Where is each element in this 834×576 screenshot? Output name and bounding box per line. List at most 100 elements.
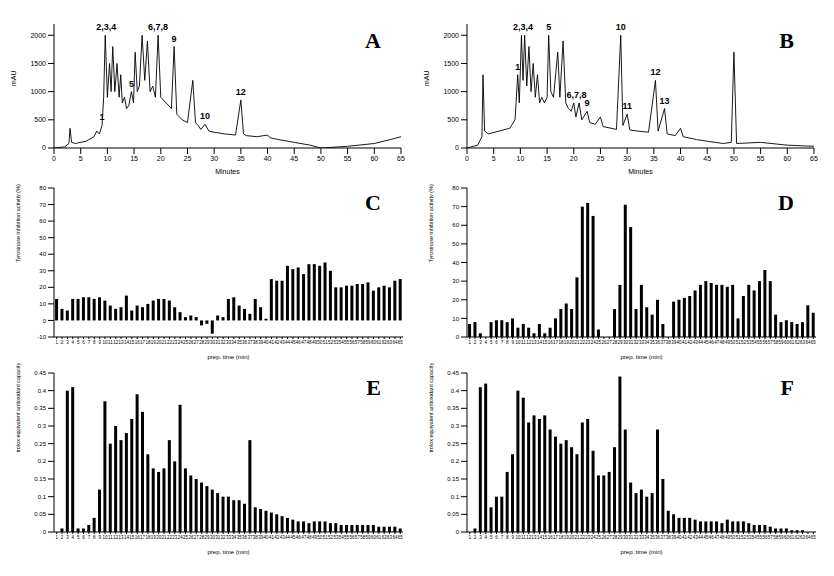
svg-text:mAU: mAU xyxy=(423,70,430,86)
svg-text:65: 65 xyxy=(811,340,817,345)
svg-text:5: 5 xyxy=(77,340,80,345)
svg-text:2000: 2000 xyxy=(443,32,459,39)
svg-text:2: 2 xyxy=(61,340,64,345)
svg-text:0.15: 0.15 xyxy=(447,476,459,482)
svg-text:50: 50 xyxy=(39,235,46,241)
svg-text:60: 60 xyxy=(783,155,791,162)
svg-text:30: 30 xyxy=(210,155,218,162)
svg-text:80: 80 xyxy=(452,185,459,191)
svg-text:0.35: 0.35 xyxy=(34,405,46,411)
svg-text:0.3: 0.3 xyxy=(38,423,47,429)
svg-text:8: 8 xyxy=(506,340,509,345)
svg-text:Tyrosinase inhibition activity: Tyrosinase inhibition activity (%) xyxy=(15,184,21,262)
svg-text:4: 4 xyxy=(485,340,488,345)
svg-text:3: 3 xyxy=(66,535,69,540)
svg-text:9: 9 xyxy=(98,340,101,345)
svg-text:30: 30 xyxy=(623,155,631,162)
svg-text:3: 3 xyxy=(479,340,482,345)
svg-text:0: 0 xyxy=(42,144,46,151)
svg-text:3: 3 xyxy=(479,535,482,540)
svg-text:6: 6 xyxy=(495,340,498,345)
svg-text:0.4: 0.4 xyxy=(38,388,47,394)
svg-text:0: 0 xyxy=(43,318,47,324)
svg-text:45: 45 xyxy=(703,155,711,162)
svg-text:70: 70 xyxy=(39,202,46,208)
svg-text:0: 0 xyxy=(456,334,460,340)
svg-text:0.2: 0.2 xyxy=(451,458,460,464)
svg-text:8: 8 xyxy=(506,535,509,540)
svg-text:50: 50 xyxy=(317,155,325,162)
svg-text:6: 6 xyxy=(82,340,85,345)
svg-text:2,3,4: 2,3,4 xyxy=(513,22,533,32)
svg-text:80: 80 xyxy=(39,185,46,191)
svg-text:0.45: 0.45 xyxy=(34,370,46,376)
svg-text:9: 9 xyxy=(172,34,177,44)
svg-text:2000: 2000 xyxy=(30,32,46,39)
svg-text:60: 60 xyxy=(452,222,459,228)
svg-text:prep. time (min): prep. time (min) xyxy=(207,549,249,555)
svg-text:4: 4 xyxy=(72,535,75,540)
svg-text:7: 7 xyxy=(88,535,91,540)
svg-text:25: 25 xyxy=(184,155,192,162)
svg-text:5: 5 xyxy=(129,79,134,89)
svg-text:Tyrosinase inhibition activity: Tyrosinase inhibition activity (%) xyxy=(428,184,434,262)
svg-text:12: 12 xyxy=(650,67,660,77)
svg-text:4: 4 xyxy=(485,535,488,540)
svg-text:10: 10 xyxy=(200,111,210,121)
svg-text:20: 20 xyxy=(39,284,46,290)
svg-text:11: 11 xyxy=(622,101,632,111)
svg-text:1500: 1500 xyxy=(30,60,46,67)
svg-text:55: 55 xyxy=(757,155,765,162)
svg-text:50: 50 xyxy=(452,241,459,247)
svg-text:10: 10 xyxy=(103,155,111,162)
svg-text:35: 35 xyxy=(650,155,658,162)
svg-text:12: 12 xyxy=(236,87,246,97)
svg-text:0.3: 0.3 xyxy=(451,423,460,429)
svg-text:10: 10 xyxy=(516,155,524,162)
svg-text:1: 1 xyxy=(55,535,58,540)
svg-text:prep. time (min): prep. time (min) xyxy=(620,549,662,555)
svg-text:-10: -10 xyxy=(37,334,46,340)
svg-text:40: 40 xyxy=(39,251,46,257)
svg-text:0: 0 xyxy=(465,155,469,162)
svg-text:65: 65 xyxy=(811,535,817,540)
svg-text:1: 1 xyxy=(468,535,471,540)
svg-text:65: 65 xyxy=(398,340,404,345)
svg-text:65: 65 xyxy=(397,155,405,162)
svg-text:0.2: 0.2 xyxy=(38,458,47,464)
svg-text:0.25: 0.25 xyxy=(34,441,46,447)
svg-text:prep. time (min): prep. time (min) xyxy=(207,354,249,360)
svg-text:30: 30 xyxy=(452,278,459,284)
svg-text:9: 9 xyxy=(511,340,514,345)
svg-text:7: 7 xyxy=(501,535,504,540)
svg-text:65: 65 xyxy=(810,155,818,162)
svg-text:30: 30 xyxy=(39,268,46,274)
svg-text:6,7,8: 6,7,8 xyxy=(566,90,586,100)
svg-text:5: 5 xyxy=(490,340,493,345)
svg-text:8: 8 xyxy=(93,340,96,345)
svg-text:9: 9 xyxy=(98,535,101,540)
svg-text:40: 40 xyxy=(264,155,272,162)
svg-text:trolox equivalent antioxidant: trolox equivalent antioxidant capacity (… xyxy=(15,363,21,453)
svg-text:8: 8 xyxy=(93,535,96,540)
svg-text:0.25: 0.25 xyxy=(447,441,459,447)
svg-text:5: 5 xyxy=(490,535,493,540)
svg-text:2: 2 xyxy=(474,340,477,345)
svg-text:mAU: mAU xyxy=(10,70,17,86)
svg-text:Minutes: Minutes xyxy=(628,168,653,175)
svg-text:500: 500 xyxy=(34,116,46,123)
svg-text:0.4: 0.4 xyxy=(451,388,460,394)
svg-text:1: 1 xyxy=(468,340,471,345)
svg-text:0: 0 xyxy=(43,529,47,535)
svg-text:1: 1 xyxy=(515,62,520,72)
svg-text:9: 9 xyxy=(511,535,514,540)
svg-text:60: 60 xyxy=(370,155,378,162)
svg-text:6: 6 xyxy=(495,535,498,540)
svg-text:45: 45 xyxy=(290,155,298,162)
svg-text:50: 50 xyxy=(730,155,738,162)
svg-text:40: 40 xyxy=(677,155,685,162)
svg-text:prep. time (min): prep. time (min) xyxy=(620,354,662,360)
svg-text:65: 65 xyxy=(398,535,404,540)
svg-text:0.15: 0.15 xyxy=(34,476,46,482)
svg-text:6,7,8: 6,7,8 xyxy=(148,22,168,32)
